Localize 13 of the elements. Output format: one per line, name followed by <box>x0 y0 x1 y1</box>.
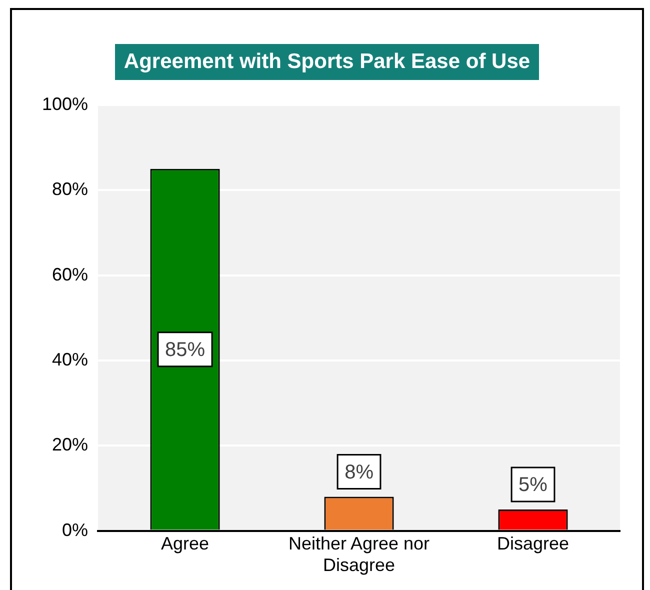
x-tick-label: Agree <box>161 534 210 554</box>
y-tick-label: 60% <box>52 264 88 284</box>
x-tick-label: Neither Agree nor Disagree <box>288 534 430 576</box>
data-label: 5% <box>518 474 548 496</box>
x-tick-label: Disagree <box>496 534 570 554</box>
data-label: 8% <box>344 461 374 484</box>
y-tick-label: 0% <box>62 520 88 540</box>
chart-title: Agreement with Sports Park Ease of Use <box>114 44 540 80</box>
data-label: 85% <box>165 338 206 361</box>
y-tick-label: 80% <box>52 179 88 200</box>
y-tick-label: 40% <box>52 349 88 370</box>
y-tick-label: 100% <box>42 94 88 114</box>
y-tick-label: 20% <box>52 434 88 455</box>
